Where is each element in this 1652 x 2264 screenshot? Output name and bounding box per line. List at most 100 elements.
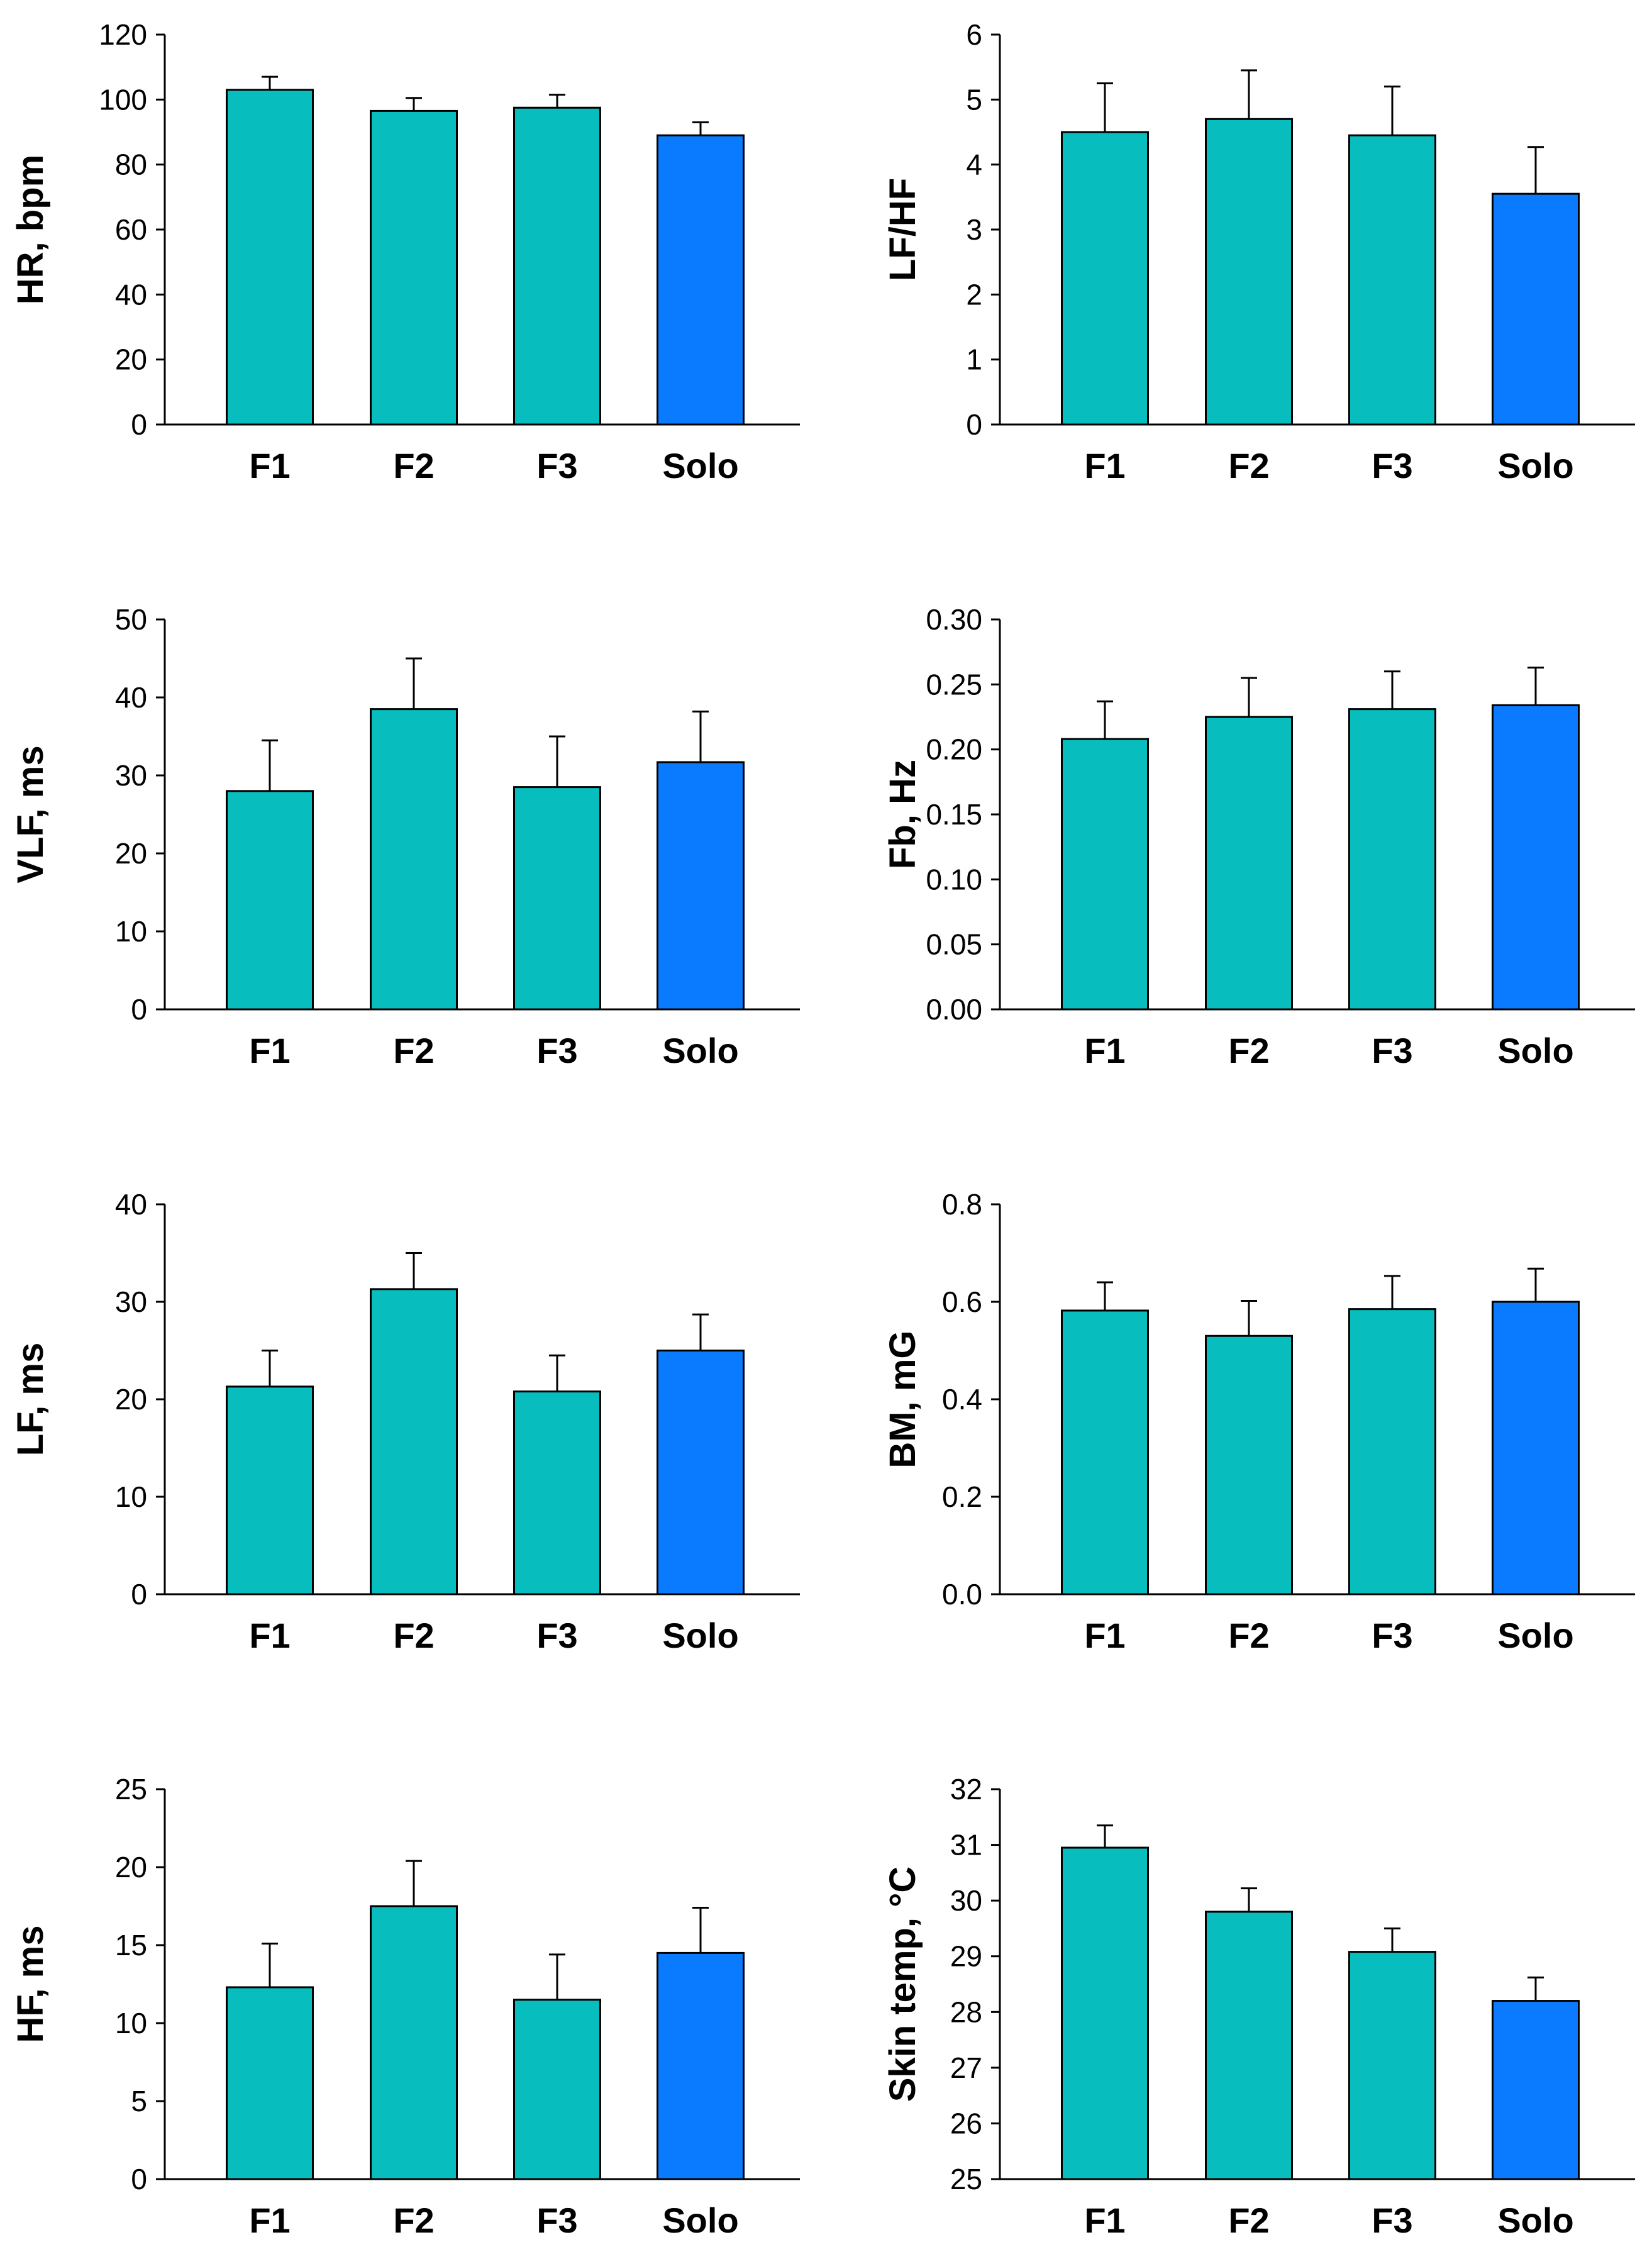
chart-panel-3: F1 F2 F3 Solo 0 10 20 30 40 50 VLF, ms — [10, 603, 800, 1070]
y-tick-label: 0.4 — [942, 1383, 982, 1416]
error-bar-f3 — [1384, 670, 1400, 709]
error-bar-f2 — [1241, 69, 1257, 119]
error-bar-solo — [1527, 1267, 1544, 1302]
error-bar-f1 — [1097, 1824, 1113, 1848]
chart-panel-8: F1 F2 F3 Solo 25 26 27 28 29 30 31 32 Skin temp, °C — [882, 1773, 1635, 2240]
y-tick-label: 20 — [115, 343, 147, 376]
bar-f2 — [1205, 118, 1293, 426]
y-tick-label: 0.00 — [926, 993, 982, 1026]
chart-panel-6: F1 F2 F3 Solo 0.0 0.2 0.4 0.6 0.8 BM, mG — [882, 1188, 1635, 1655]
y-axis-title: BM, mG — [882, 1330, 923, 1468]
y-tick-label: 20 — [115, 1383, 147, 1416]
y-axis-title: HR, bpm — [10, 155, 51, 304]
y-tick-label: 1 — [966, 343, 982, 376]
bar-f3 — [1348, 134, 1436, 426]
error-bar-f3 — [549, 735, 565, 787]
x-tick-label: F3 — [1372, 1031, 1412, 1070]
y-tick-label: 0.2 — [942, 1480, 982, 1513]
y-axis-title: Skin temp, °C — [882, 1867, 923, 2102]
y-tick-label: 20 — [115, 837, 147, 870]
error-bar-f2 — [406, 1252, 422, 1289]
y-tick-label: 0 — [131, 2163, 147, 2195]
x-tick-label: Solo — [662, 446, 738, 486]
y-tick-label: 40 — [115, 278, 147, 311]
error-bar-f3 — [549, 94, 565, 108]
y-tick-label: 29 — [950, 1940, 982, 1973]
x-tick-label: F1 — [249, 446, 290, 486]
error-bar-f2 — [406, 1860, 422, 1906]
x-tick-label: F1 — [249, 1031, 290, 1070]
y-tick-label: 32 — [950, 1773, 982, 1806]
chart-panel-2: F1 F2 F3 Solo 0 1 2 3 4 5 6 LF/HF — [882, 18, 1635, 486]
y-tick-label: 2 — [966, 278, 982, 311]
bar-f3 — [513, 106, 601, 426]
bar-solo — [657, 1951, 745, 2180]
error-bar-f3 — [549, 1354, 565, 1392]
error-bar-f1 — [262, 739, 278, 791]
x-tick-label: F2 — [1228, 1616, 1269, 1655]
x-tick-label: F3 — [536, 1616, 577, 1655]
error-bar-solo — [692, 710, 709, 762]
error-bar-f2 — [1241, 1887, 1257, 1912]
bar-f2 — [370, 708, 458, 1011]
x-tick-label: F3 — [536, 1031, 577, 1070]
y-axis-title: Fb, Hz — [882, 760, 923, 869]
x-tick-label: F2 — [393, 2200, 434, 2240]
y-tick-label: 0.8 — [942, 1188, 982, 1221]
y-tick-label: 25 — [115, 1773, 147, 1806]
x-tick-label: F1 — [1084, 446, 1125, 486]
chart-panel-1: F1 F2 F3 Solo 0 20 40 60 80 100 120 HR, bpm — [10, 18, 800, 486]
y-tick-label: 30 — [115, 1285, 147, 1318]
y-tick-label: 30 — [950, 1884, 982, 1917]
y-tick-label: 10 — [115, 915, 147, 948]
error-bar-solo — [1527, 1976, 1544, 2001]
bar-f1 — [226, 89, 314, 426]
y-tick-label: 0.30 — [926, 603, 982, 636]
bar-f1 — [226, 790, 314, 1011]
x-tick-label: F2 — [393, 1616, 434, 1655]
error-bar-f1 — [1097, 700, 1113, 740]
y-tick-label: 40 — [115, 1188, 147, 1221]
y-tick-label: 26 — [950, 2107, 982, 2139]
y-axis-title: VLF, ms — [10, 745, 51, 883]
x-tick-label: F1 — [1084, 1616, 1125, 1655]
bar-f2 — [1205, 716, 1293, 1011]
bar-f1 — [1061, 738, 1149, 1011]
error-bar-solo — [1527, 666, 1544, 706]
error-bar-f1 — [1097, 82, 1113, 132]
x-tick-label: Solo — [1497, 2200, 1573, 2240]
y-tick-label: 5 — [966, 83, 982, 116]
y-tick-label: 0 — [131, 1578, 147, 1611]
x-tick-label: F3 — [1372, 2200, 1412, 2240]
y-tick-label: 0.05 — [926, 928, 982, 961]
x-tick-label: Solo — [1497, 446, 1573, 486]
bar-f2 — [1205, 1911, 1293, 2180]
bar-f3 — [513, 1999, 601, 2180]
x-tick-label: F1 — [1084, 2200, 1125, 2240]
y-tick-label: 10 — [115, 2007, 147, 2039]
bar-solo — [657, 761, 745, 1011]
x-tick-label: F2 — [1228, 2200, 1269, 2240]
x-tick-label: F1 — [249, 1616, 290, 1655]
y-tick-label: 6 — [966, 18, 982, 51]
bar-f2 — [1205, 1335, 1293, 1595]
x-tick-label: F2 — [1228, 446, 1269, 486]
error-bar-f1 — [262, 1943, 278, 1987]
x-tick-label: Solo — [662, 1031, 738, 1070]
x-tick-label: Solo — [1497, 1031, 1573, 1070]
bar-f2 — [370, 1905, 458, 2180]
error-bar-f3 — [549, 1953, 565, 2000]
bar-f1 — [1061, 131, 1149, 426]
y-tick-label: 31 — [950, 1829, 982, 1862]
y-tick-label: 0 — [131, 408, 147, 441]
error-bar-solo — [692, 1313, 709, 1351]
y-tick-label: 0.0 — [942, 1578, 982, 1611]
bar-f2 — [370, 1288, 458, 1595]
y-tick-label: 5 — [131, 2085, 147, 2117]
x-tick-label: F3 — [536, 446, 577, 486]
error-bar-f2 — [406, 97, 422, 111]
y-tick-label: 100 — [99, 83, 147, 116]
error-bar-f2 — [406, 657, 422, 709]
x-tick-label: F1 — [1084, 1031, 1125, 1070]
